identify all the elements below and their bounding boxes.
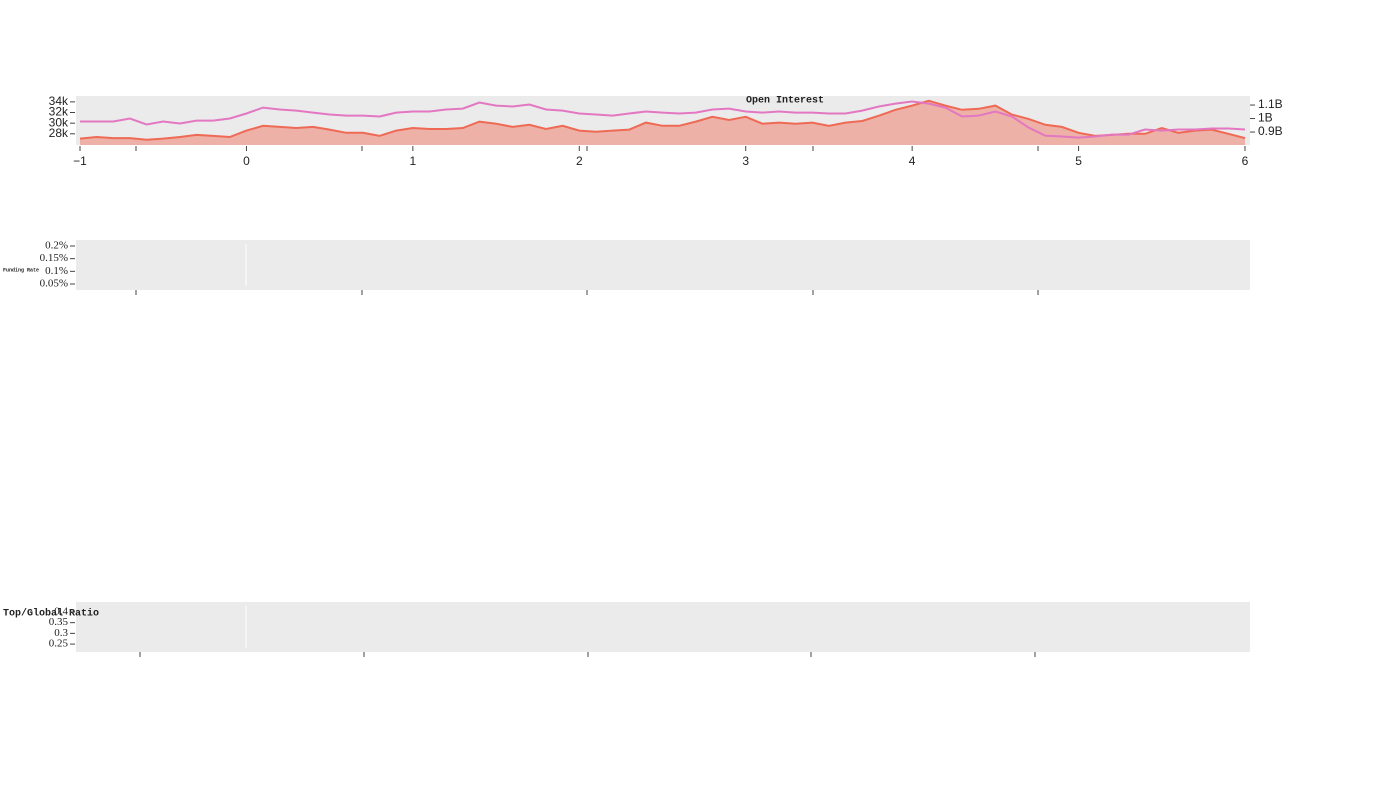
plot-background bbox=[76, 240, 1250, 290]
y-tick-label: 0.2% bbox=[45, 240, 68, 252]
y-tick-label: 0.4 bbox=[54, 605, 68, 617]
y-tick-label: 34k bbox=[49, 94, 69, 108]
series-line bbox=[80, 100, 1246, 139]
y-tick-label: 32k bbox=[49, 105, 69, 119]
x-tick-label: 5 bbox=[1075, 154, 1082, 168]
plot-background bbox=[76, 602, 1250, 652]
y-tick-label: 0.05% bbox=[40, 278, 68, 290]
series-line bbox=[79, 99, 1246, 141]
x-tick-label: 2 bbox=[576, 154, 583, 168]
x-tick-label: 3 bbox=[742, 154, 749, 168]
x-tick-label: 4 bbox=[909, 154, 916, 168]
y2-tick-label: 1.1B bbox=[1258, 97, 1283, 111]
y-tick-label: 0.1% bbox=[45, 265, 68, 277]
y-tick-label: 0.35 bbox=[49, 616, 69, 628]
x-tick-label: 0 bbox=[243, 154, 250, 168]
y-tick-label: 0.25 bbox=[49, 638, 69, 650]
x-tick-label: −1 bbox=[73, 154, 87, 168]
y2-tick-label: 0.9B bbox=[1258, 124, 1283, 138]
y-axis-label: Top/Global Ratio bbox=[3, 608, 99, 620]
y-tick-label: 0.15% bbox=[40, 252, 68, 264]
y-axis-label: Funding Rate bbox=[3, 267, 39, 273]
y-tick-label: 28k bbox=[49, 126, 69, 140]
chart-title: Open Interest bbox=[746, 96, 824, 107]
x-tick-label: 1 bbox=[410, 154, 417, 168]
y-tick-label: 30k bbox=[49, 115, 69, 129]
tick-marks bbox=[135, 146, 1039, 657]
x-tick-label: 6 bbox=[1242, 154, 1249, 168]
y-tick-label: 0.3 bbox=[54, 627, 68, 639]
y2-tick-label: 1B bbox=[1258, 111, 1273, 125]
